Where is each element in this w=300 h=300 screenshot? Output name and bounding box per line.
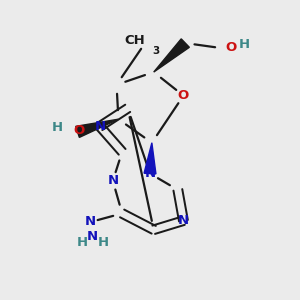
Text: N: N bbox=[94, 120, 105, 133]
Polygon shape bbox=[154, 39, 189, 72]
Text: N: N bbox=[87, 230, 98, 244]
Polygon shape bbox=[76, 119, 118, 137]
Text: O: O bbox=[225, 40, 237, 54]
Text: H: H bbox=[52, 121, 63, 134]
Text: N: N bbox=[144, 167, 156, 180]
Text: CH: CH bbox=[124, 34, 145, 47]
Text: N: N bbox=[107, 174, 118, 187]
Text: O: O bbox=[73, 124, 84, 137]
Text: N: N bbox=[85, 214, 96, 227]
Text: H: H bbox=[77, 236, 88, 249]
Text: N: N bbox=[178, 214, 189, 227]
Text: 3: 3 bbox=[152, 46, 159, 56]
Polygon shape bbox=[144, 143, 156, 174]
Text: H: H bbox=[239, 38, 250, 51]
Text: H: H bbox=[98, 236, 109, 249]
Text: O: O bbox=[178, 89, 189, 102]
